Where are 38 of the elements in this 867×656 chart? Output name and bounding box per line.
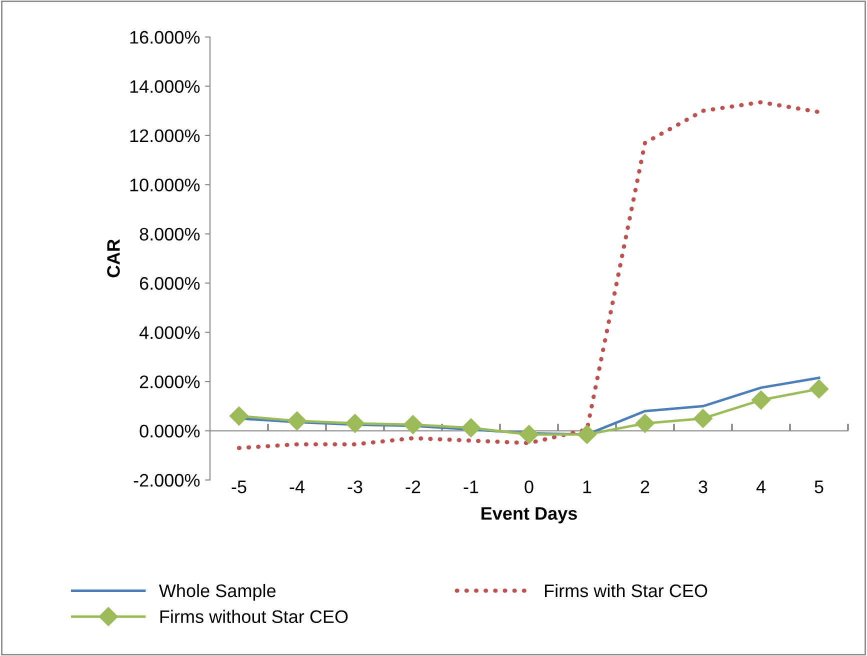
y-tick-label: 6.000% (140, 277, 200, 290)
y-tick-label: 16.000% (130, 30, 200, 44)
point (345, 414, 365, 433)
x-axis-title: Event Days (482, 507, 577, 524)
point (577, 424, 597, 444)
point (519, 424, 539, 444)
legend-label: Firms with Star CEO (545, 584, 708, 598)
point (635, 414, 655, 433)
x-tick-label: -2 (406, 480, 420, 494)
x-tick-label: -4 (290, 480, 304, 494)
y-axis-title: CAR (107, 239, 120, 278)
y-tick-label: 14.000% (130, 80, 200, 93)
point (809, 379, 829, 398)
point (229, 406, 249, 426)
x-tick-label: -3 (348, 480, 362, 494)
x-tick-label: 5 (814, 480, 824, 494)
x-tick-label: 0 (524, 480, 534, 494)
y-tick-label: 8.000% (140, 228, 200, 241)
x-tick-label: 1 (583, 480, 592, 494)
line-series (236, 100, 822, 450)
x-tick-label: -1 (464, 480, 478, 494)
y-tick-label: 4.000% (139, 326, 200, 340)
legend-label: Firms without Star CEO (160, 610, 348, 624)
legend-label: Whole Sample (159, 584, 276, 601)
y-tick-label: 0.000% (140, 424, 200, 438)
y-tick-label: 10.000% (130, 178, 200, 192)
point (403, 415, 423, 434)
point (287, 411, 307, 430)
y-tick-label: 12.000% (130, 129, 200, 142)
y-tick-label: -2.000% (134, 474, 200, 487)
point (693, 408, 713, 428)
x-tick-label: 3 (698, 480, 708, 494)
x-tick-label: 4 (756, 480, 766, 494)
y-tick-label: 2.000% (140, 375, 200, 388)
x-tick-label: 2 (640, 480, 650, 494)
x-tick-label: -5 (232, 480, 246, 494)
point (751, 390, 771, 410)
point (461, 418, 481, 438)
